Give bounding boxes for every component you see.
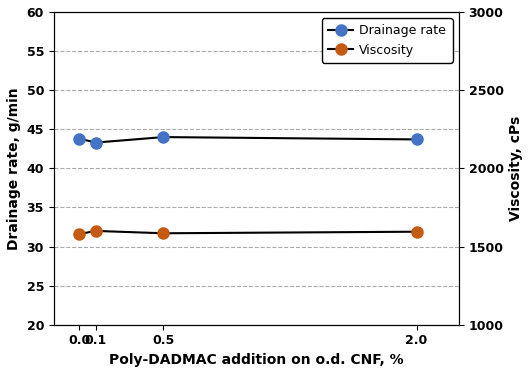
Drainage rate — [160, 135, 166, 140]
Line: Drainage rate: Drainage rate — [74, 132, 422, 148]
Y-axis label: Viscosity, cPs: Viscosity, cPs — [509, 116, 523, 221]
Line: Viscosity: Viscosity — [74, 226, 422, 240]
Legend: Drainage rate, Viscosity: Drainage rate, Viscosity — [322, 18, 453, 63]
Drainage rate — [413, 137, 420, 142]
Viscosity — [76, 232, 82, 236]
Drainage rate — [93, 140, 99, 145]
Y-axis label: Drainage rate, g/min: Drainage rate, g/min — [7, 87, 21, 250]
Viscosity — [93, 229, 99, 233]
Drainage rate — [76, 137, 82, 141]
Viscosity — [160, 231, 166, 236]
X-axis label: Poly-DADMAC addition on o.d. CNF, %: Poly-DADMAC addition on o.d. CNF, % — [109, 353, 403, 367]
Viscosity — [413, 230, 420, 234]
